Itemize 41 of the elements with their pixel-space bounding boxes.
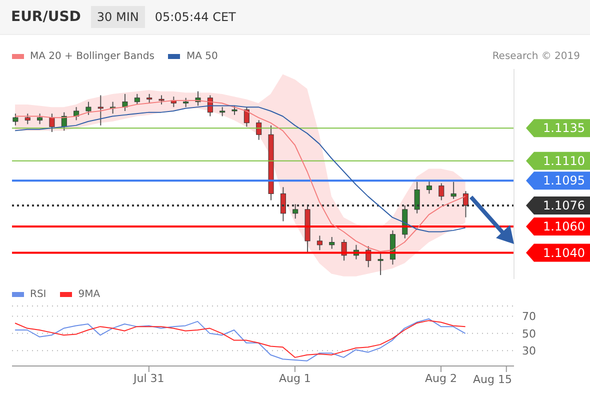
- y-tick-label: 50: [522, 327, 536, 340]
- y-tick-label: 1.1060: [543, 220, 585, 234]
- candlestick: [183, 97, 189, 108]
- y-tick-label: 30: [522, 344, 536, 358]
- candlestick: [37, 113, 43, 125]
- candlestick: [220, 106, 226, 117]
- legend-label: 9MA: [78, 289, 100, 300]
- legend-label: RSI: [30, 289, 46, 300]
- text: Research © 2019: [492, 50, 581, 62]
- candlestick: [158, 94, 164, 105]
- candlestick: [244, 106, 250, 128]
- candlestick: [49, 113, 55, 132]
- candlestick: [316, 235, 322, 251]
- candlestick: [122, 93, 128, 112]
- candlestick: [24, 113, 30, 125]
- candlestick: [146, 93, 152, 104]
- chart-title: EUR/USD: [11, 9, 81, 25]
- y-tick-label: 1.1110: [543, 154, 585, 168]
- y-tick-label: 1.1135: [543, 121, 585, 136]
- legend-label: MA 50: [186, 50, 218, 62]
- candlestick: [329, 236, 335, 250]
- candlestick: [426, 180, 432, 194]
- candlestick: [98, 94, 104, 126]
- y-tick-label: 1.1040: [543, 246, 585, 260]
- text: 05:05:44 CET: [154, 10, 236, 24]
- candlestick: [12, 113, 18, 126]
- candlestick: [134, 93, 140, 105]
- text: Aug 15: [473, 373, 512, 386]
- candlestick: [450, 181, 456, 200]
- x-tick-label: Jul 31: [132, 372, 164, 385]
- candlestick: [256, 120, 262, 140]
- y-tick-label: 1.1076: [543, 198, 585, 212]
- legend-label: MA 20 + Bollinger Bands: [30, 50, 154, 62]
- x-tick-label: Aug 1: [278, 372, 311, 385]
- candlestick: [74, 106, 80, 121]
- candlestick: [438, 182, 444, 201]
- x-tick-label: Aug 2: [424, 372, 457, 385]
- y-tick-label: 1.1095: [543, 174, 585, 188]
- y-tick-label: 70: [522, 310, 536, 324]
- chart-subtitle: 30 MIN: [90, 6, 145, 28]
- candlestick: [86, 101, 92, 116]
